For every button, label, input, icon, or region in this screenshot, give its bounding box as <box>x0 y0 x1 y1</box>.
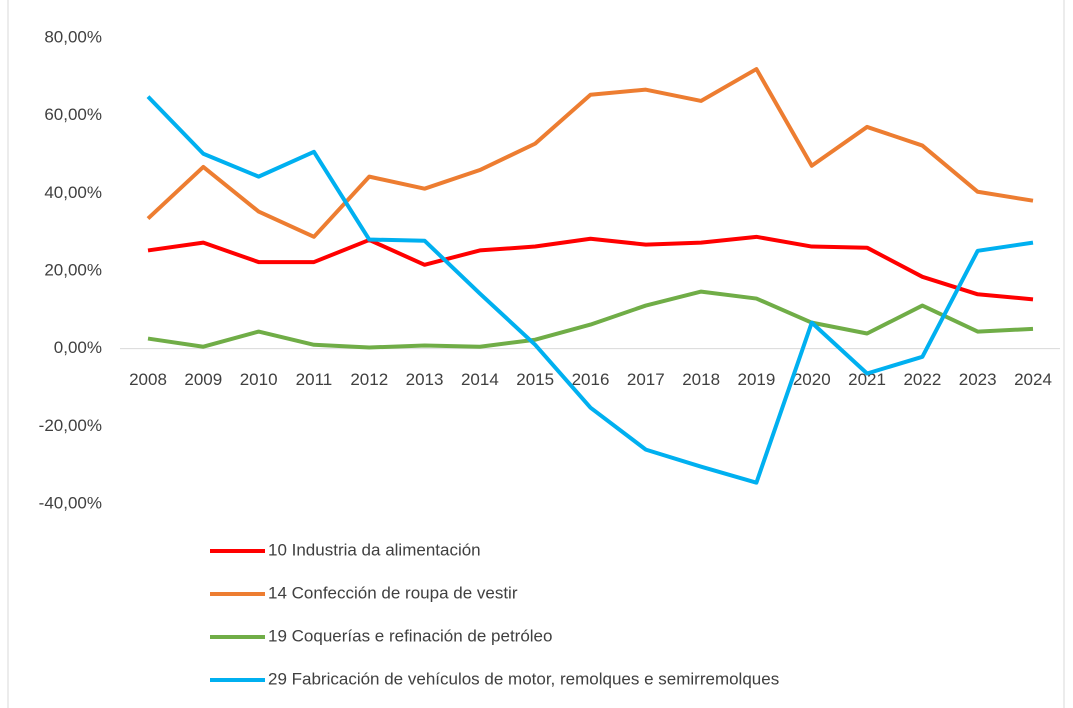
legend-label: 14 Confección de roupa de vestir <box>268 583 518 602</box>
y-tick-label: 60,00% <box>44 105 102 124</box>
series-line <box>147 234 1034 302</box>
x-tick-label: 2013 <box>406 370 444 389</box>
y-tick-label: 20,00% <box>44 260 102 279</box>
y-tick-label: -20,00% <box>39 416 102 435</box>
y-tick-label: 80,00% <box>44 27 102 46</box>
series-line <box>146 95 1034 485</box>
chart-frame <box>7 0 1065 708</box>
x-tick-label: 2010 <box>240 370 278 389</box>
series-line <box>147 289 1034 350</box>
y-tick-label: 0,00% <box>54 338 102 357</box>
x-tick-label: 2016 <box>572 370 610 389</box>
x-tick-label: 2011 <box>296 370 333 389</box>
series-line <box>146 67 1034 239</box>
x-tick-label: 2012 <box>350 370 388 389</box>
x-tick-label: 2015 <box>516 370 554 389</box>
x-tick-label: 2008 <box>129 370 167 389</box>
x-tick-label: 2017 <box>627 370 665 389</box>
legend-label: 10 Industria da alimentación <box>268 540 481 559</box>
x-tick-label: 2021 <box>848 370 886 389</box>
y-tick-label: 40,00% <box>44 183 102 202</box>
legend-label: 19 Coquerías e refinación de petróleo <box>268 626 552 645</box>
x-tick-label: 2023 <box>959 370 997 389</box>
x-tick-label: 2018 <box>682 370 720 389</box>
x-tick-label: 2024 <box>1014 370 1052 389</box>
legend-label: 29 Fabricación de vehículos de motor, re… <box>268 669 779 688</box>
x-tick-label: 2020 <box>793 370 831 389</box>
x-tick-label: 2009 <box>184 370 222 389</box>
x-tick-label: 2022 <box>903 370 941 389</box>
y-tick-label: -40,00% <box>39 493 102 512</box>
x-tick-label: 2019 <box>738 370 776 389</box>
x-tick-label: 2014 <box>461 370 499 389</box>
